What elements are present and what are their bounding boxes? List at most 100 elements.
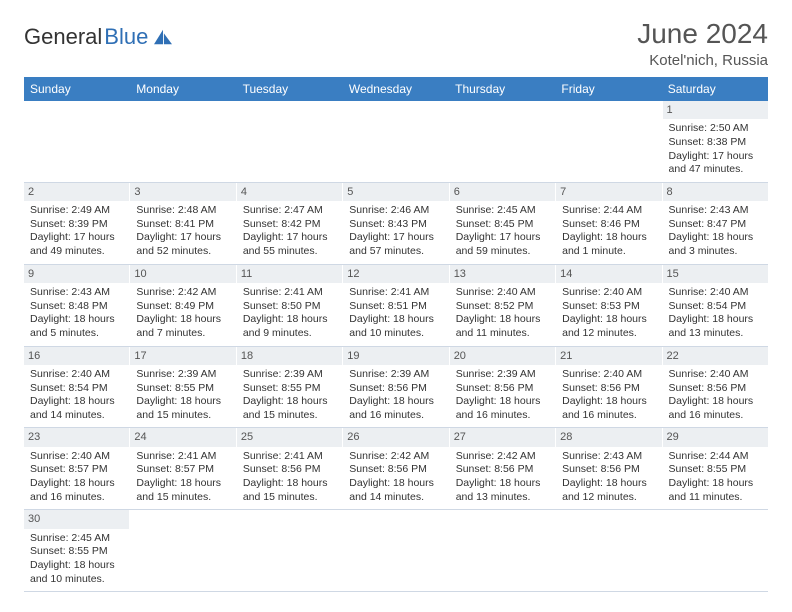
day-number: 1 (663, 101, 768, 119)
daylight1-text: Daylight: 17 hours (136, 231, 229, 245)
location-subtitle: Kotel'nich, Russia (637, 52, 768, 69)
sunrise-text: Sunrise: 2:39 AM (136, 368, 229, 382)
sunset-text: Sunset: 8:56 PM (243, 463, 336, 477)
brand-logo: GeneralBlue (24, 24, 174, 50)
daylight2-text: and 16 minutes. (349, 409, 442, 423)
calendar-page: GeneralBlue June 2024 Kotel'nich, Russia… (0, 0, 792, 604)
sunrise-text: Sunrise: 2:41 AM (136, 450, 229, 464)
daylight2-text: and 14 minutes. (30, 409, 123, 423)
daylight1-text: Daylight: 18 hours (243, 395, 336, 409)
sunset-text: Sunset: 8:48 PM (30, 300, 123, 314)
calendar-body: 1Sunrise: 2:50 AMSunset: 8:38 PMDaylight… (24, 101, 768, 592)
calendar-cell (237, 101, 343, 182)
calendar-cell: 15Sunrise: 2:40 AMSunset: 8:54 PMDayligh… (663, 265, 768, 346)
sunrise-text: Sunrise: 2:49 AM (30, 204, 123, 218)
day-number: 18 (237, 347, 342, 365)
day-number: 26 (343, 428, 448, 446)
calendar-cell: 4Sunrise: 2:47 AMSunset: 8:42 PMDaylight… (237, 183, 343, 264)
day-number: 4 (237, 183, 342, 201)
daylight1-text: Daylight: 18 hours (349, 395, 442, 409)
calendar-cell: 6Sunrise: 2:45 AMSunset: 8:45 PMDaylight… (450, 183, 556, 264)
sunrise-text: Sunrise: 2:50 AM (669, 122, 762, 136)
day-number: 14 (556, 265, 661, 283)
daylight2-text: and 16 minutes. (562, 409, 655, 423)
sunset-text: Sunset: 8:57 PM (30, 463, 123, 477)
sunset-text: Sunset: 8:55 PM (136, 382, 229, 396)
sunrise-text: Sunrise: 2:40 AM (562, 368, 655, 382)
daylight1-text: Daylight: 18 hours (349, 313, 442, 327)
daylight1-text: Daylight: 18 hours (562, 313, 655, 327)
day-number: 16 (24, 347, 129, 365)
daylight1-text: Daylight: 18 hours (243, 477, 336, 491)
day-number: 17 (130, 347, 235, 365)
sunrise-text: Sunrise: 2:45 AM (456, 204, 549, 218)
sunset-text: Sunset: 8:55 PM (243, 382, 336, 396)
calendar-cell (24, 101, 130, 182)
sunset-text: Sunset: 8:39 PM (30, 218, 123, 232)
sunset-text: Sunset: 8:52 PM (456, 300, 549, 314)
calendar-cell: 21Sunrise: 2:40 AMSunset: 8:56 PMDayligh… (556, 347, 662, 428)
daylight2-text: and 12 minutes. (562, 327, 655, 341)
calendar-cell: 3Sunrise: 2:48 AMSunset: 8:41 PMDaylight… (130, 183, 236, 264)
calendar-cell: 10Sunrise: 2:42 AMSunset: 8:49 PMDayligh… (130, 265, 236, 346)
calendar-cell (556, 101, 662, 182)
daylight1-text: Daylight: 18 hours (136, 477, 229, 491)
daylight2-text: and 15 minutes. (243, 409, 336, 423)
calendar-cell (556, 510, 662, 591)
day-number: 29 (663, 428, 768, 446)
daylight1-text: Daylight: 18 hours (30, 477, 123, 491)
day-number: 11 (237, 265, 342, 283)
daylight2-text: and 11 minutes. (456, 327, 549, 341)
day-number: 21 (556, 347, 661, 365)
daylight2-text: and 57 minutes. (349, 245, 442, 259)
weekday-header: Saturday (662, 77, 768, 101)
day-number: 27 (450, 428, 555, 446)
sunrise-text: Sunrise: 2:40 AM (30, 450, 123, 464)
sunset-text: Sunset: 8:55 PM (669, 463, 762, 477)
day-number: 22 (663, 347, 768, 365)
sunset-text: Sunset: 8:56 PM (562, 463, 655, 477)
sunset-text: Sunset: 8:56 PM (669, 382, 762, 396)
sunrise-text: Sunrise: 2:48 AM (136, 204, 229, 218)
daylight2-text: and 52 minutes. (136, 245, 229, 259)
daylight1-text: Daylight: 18 hours (562, 231, 655, 245)
sunrise-text: Sunrise: 2:42 AM (136, 286, 229, 300)
daylight2-text: and 3 minutes. (669, 245, 762, 259)
daylight2-text: and 10 minutes. (349, 327, 442, 341)
sunrise-text: Sunrise: 2:42 AM (456, 450, 549, 464)
daylight2-text: and 16 minutes. (456, 409, 549, 423)
sunset-text: Sunset: 8:42 PM (243, 218, 336, 232)
sunset-text: Sunset: 8:56 PM (456, 382, 549, 396)
calendar-cell: 12Sunrise: 2:41 AMSunset: 8:51 PMDayligh… (343, 265, 449, 346)
calendar-cell: 5Sunrise: 2:46 AMSunset: 8:43 PMDaylight… (343, 183, 449, 264)
calendar-row: 2Sunrise: 2:49 AMSunset: 8:39 PMDaylight… (24, 183, 768, 265)
sail-icon (152, 28, 174, 46)
page-header: GeneralBlue June 2024 Kotel'nich, Russia (24, 18, 768, 69)
sunset-text: Sunset: 8:51 PM (349, 300, 442, 314)
brand-text-2: Blue (104, 24, 148, 50)
daylight2-text: and 14 minutes. (349, 491, 442, 505)
day-number: 30 (24, 510, 129, 528)
daylight2-text: and 13 minutes. (456, 491, 549, 505)
calendar-cell: 11Sunrise: 2:41 AMSunset: 8:50 PMDayligh… (237, 265, 343, 346)
sunrise-text: Sunrise: 2:40 AM (30, 368, 123, 382)
sunrise-text: Sunrise: 2:43 AM (669, 204, 762, 218)
daylight1-text: Daylight: 18 hours (30, 313, 123, 327)
calendar-cell (663, 510, 768, 591)
title-block: June 2024 Kotel'nich, Russia (637, 18, 768, 69)
weekday-header: Friday (555, 77, 661, 101)
calendar-cell: 23Sunrise: 2:40 AMSunset: 8:57 PMDayligh… (24, 428, 130, 509)
calendar-cell: 18 Sunrise: 2:39 AMSunset: 8:55 PMDayligh… (237, 347, 343, 428)
calendar-cell (130, 510, 236, 591)
sunrise-text: Sunrise: 2:43 AM (30, 286, 123, 300)
calendar-cell (343, 101, 449, 182)
calendar-cell: 17Sunrise: 2:39 AMSunset: 8:55 PMDayligh… (130, 347, 236, 428)
daylight1-text: Daylight: 18 hours (349, 477, 442, 491)
day-number: 7 (556, 183, 661, 201)
sunrise-text: Sunrise: 2:45 AM (30, 532, 123, 546)
sunrise-text: Sunrise: 2:39 AM (243, 368, 336, 382)
calendar-row: 9Sunrise: 2:43 AMSunset: 8:48 PMDaylight… (24, 265, 768, 347)
sunset-text: Sunset: 8:54 PM (669, 300, 762, 314)
calendar-row: 30Sunrise: 2:45 AMSunset: 8:55 PMDayligh… (24, 510, 768, 592)
daylight1-text: Daylight: 18 hours (456, 313, 549, 327)
